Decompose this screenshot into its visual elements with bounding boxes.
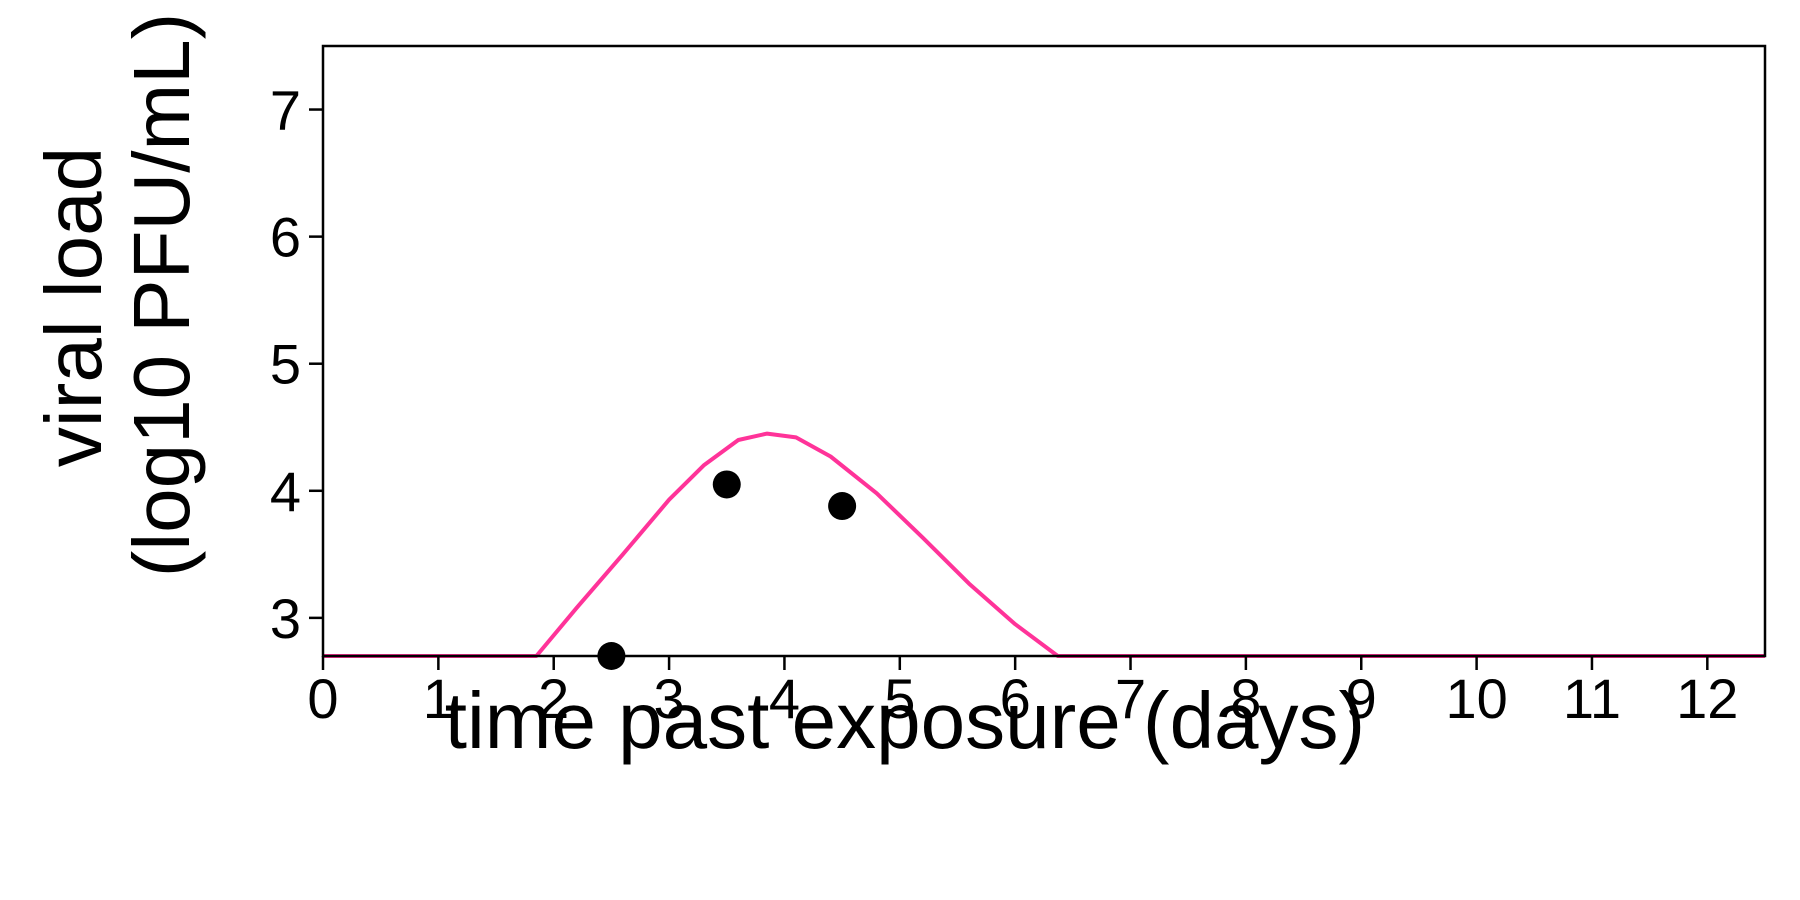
x-tick-label-8: 8 — [1230, 667, 1261, 730]
plot-frame — [321, 44, 1767, 658]
data-layer — [323, 431, 1765, 670]
y-tick-label-4: 4 — [270, 460, 301, 523]
y-tick-label-5: 5 — [270, 333, 301, 396]
x-tick-label-6: 6 — [1000, 667, 1031, 730]
x-tick-label-5: 5 — [884, 667, 915, 730]
data-point-3 — [828, 492, 857, 521]
model-curve-line — [323, 431, 1765, 658]
y-axis-label-line2: (log10 PFU/mL) — [117, 13, 206, 578]
y-tick-label-6: 6 — [270, 206, 301, 269]
x-tick-label-1: 1 — [423, 667, 454, 730]
x-axis-label: time past exposure (days) — [445, 676, 1365, 765]
x-tick-label-7: 7 — [1115, 667, 1146, 730]
y-axis-label-line1: viral load — [29, 147, 118, 467]
y-tick-label-3: 3 — [270, 587, 301, 650]
x-tick-label-2: 2 — [538, 667, 569, 730]
x-tick-label-12: 12 — [1676, 667, 1738, 730]
x-tick-label-10: 10 — [1445, 667, 1507, 730]
x-tick-label-3: 3 — [654, 667, 685, 730]
x-tick-label-11: 11 — [1563, 667, 1621, 730]
data-point-2 — [712, 470, 741, 499]
x-tick-label-0: 0 — [307, 667, 338, 730]
x-tick-label-4: 4 — [769, 667, 800, 730]
x-tick-label-9: 9 — [1346, 667, 1377, 730]
y-tick-label-7: 7 — [270, 79, 301, 142]
